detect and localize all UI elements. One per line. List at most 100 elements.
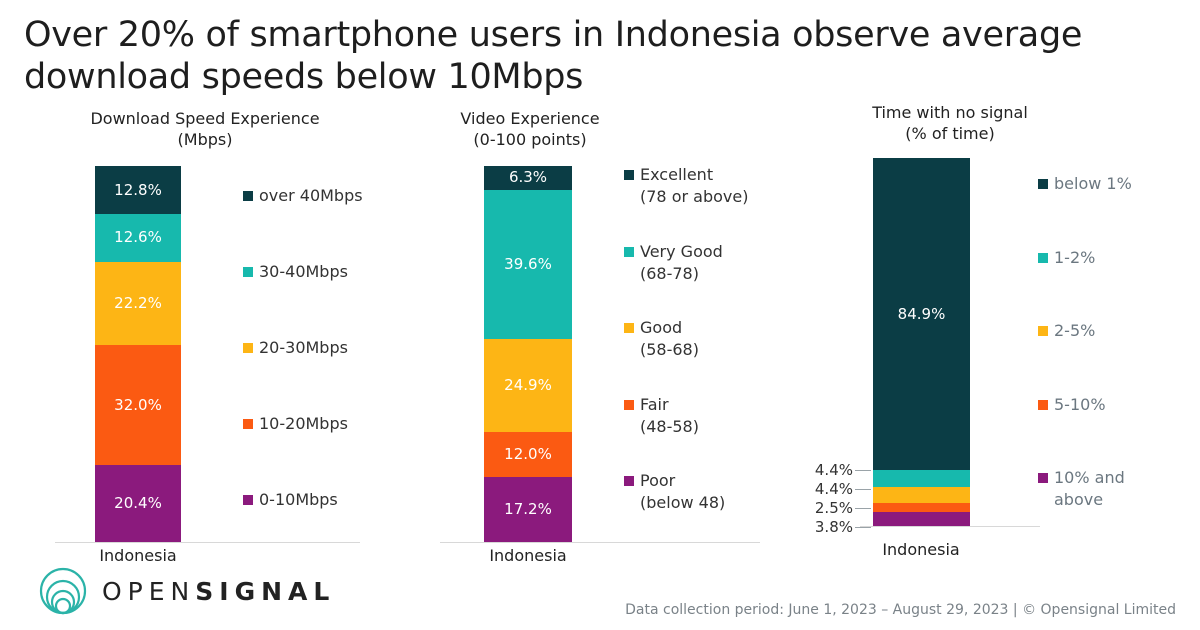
legend-text: Good (58-68) — [640, 317, 699, 361]
legend-text: Very Good (68-78) — [640, 241, 723, 285]
legend-label: 20-30Mbps — [259, 338, 348, 357]
data-label: 3.8% — [814, 517, 853, 536]
legend-label: 1-2% — [1054, 247, 1096, 267]
data-label: 4.4% — [814, 460, 853, 479]
footer-note: Data collection period: June 1, 2023 – A… — [625, 602, 1176, 618]
legend-label: Good — [640, 318, 683, 337]
legend-swatch — [624, 476, 634, 486]
chart-subtitle-line: (% of time) — [905, 124, 995, 143]
logo-signal: SIGNAL — [195, 576, 336, 606]
data-label: 12.8% — [114, 180, 162, 199]
x-tick-label: Indonesia — [99, 546, 177, 565]
legend-text: 10% and above — [1054, 467, 1125, 511]
legend-sublabel: (78 or above) — [640, 187, 749, 206]
title-line-2: download speeds below 10Mbps — [24, 57, 584, 97]
legend-item: 0-10Mbps — [243, 489, 338, 511]
page-title: Over 20% of smartphone users in Indonesi… — [24, 14, 1082, 98]
bar-segment-4: 12.0% — [484, 432, 572, 478]
legend-item: below 1% — [1038, 173, 1132, 195]
legend-label: below 1% — [1054, 174, 1132, 193]
x-axis-line — [55, 542, 360, 543]
bar-segment-3: 22.2% — [95, 261, 181, 345]
legend-swatch — [1038, 326, 1048, 336]
legend-sublabel: above — [1054, 490, 1104, 509]
legend-sublabel: (58-68) — [640, 340, 699, 359]
bar-segment-4: 32.0% — [95, 344, 181, 466]
label-leader-line — [855, 527, 871, 529]
data-label: 22.2% — [114, 293, 162, 312]
legend-text: 0-10Mbps — [259, 489, 338, 511]
data-label: 12.0% — [504, 445, 552, 464]
title-line-1: Over 20% of smartphone users in Indonesi… — [24, 15, 1083, 55]
legend-label: Poor — [640, 471, 676, 490]
chart-title-line: Time with no signal — [872, 103, 1028, 122]
bar-segment-1: 6.3% — [484, 166, 572, 190]
legend-label: Excellent — [640, 165, 714, 184]
legend-text: Fair (48-58) — [640, 394, 699, 438]
legend-swatch — [624, 246, 634, 257]
legend-text: 10-20Mbps — [259, 413, 348, 435]
data-label: 4.4% — [814, 479, 853, 498]
legend-item: Very Good (68-78) — [624, 241, 723, 285]
bar-segment-5 — [873, 512, 970, 526]
legend-sublabel: (48-58) — [640, 416, 699, 436]
bar-segment-5: 20.4% — [95, 465, 181, 542]
legend-label: 10-20Mbps — [259, 414, 348, 433]
legend-label: 2-5% — [1054, 321, 1096, 340]
legend-item: over 40Mbps — [243, 185, 363, 207]
bar-segment-5: 17.2% — [484, 477, 572, 542]
data-label: 32.0% — [114, 395, 162, 414]
data-label: 12.6% — [114, 228, 162, 247]
data-label: 84.9% — [897, 304, 946, 323]
x-axis-line — [440, 542, 760, 543]
legend-item: 20-30Mbps — [243, 337, 348, 359]
legend-item: 1-2% — [1038, 247, 1095, 269]
label-leader-line — [855, 489, 871, 491]
logo-wordmark: OPENSIGNAL — [102, 577, 335, 606]
data-label: 39.6% — [504, 254, 552, 273]
opensignal-logo-icon — [39, 567, 87, 615]
bar-segment-3: 24.9% — [484, 338, 572, 433]
data-label: 20.4% — [114, 494, 162, 513]
legend-item: Excellent (78 or above) — [624, 164, 748, 208]
legend-text: 5-10% — [1054, 394, 1106, 416]
legend-text: Excellent (78 or above) — [640, 164, 748, 208]
legend-label: 5-10% — [1054, 394, 1106, 414]
x-tick-label: Indonesia — [489, 546, 567, 565]
legend-swatch — [1038, 399, 1048, 410]
chart-subtitle-line: (Mbps) — [177, 130, 233, 149]
label-leader-line — [855, 508, 871, 510]
legend-text: 20-30Mbps — [259, 337, 348, 359]
legend-label: Very Good — [640, 241, 723, 261]
x-axis-line — [860, 526, 1040, 527]
data-label: 6.3% — [508, 168, 548, 187]
legend-text: 30-40Mbps — [259, 261, 348, 283]
legend-text: over 40Mbps — [259, 185, 363, 207]
bar-segment-1: 12.8% — [95, 166, 181, 215]
chart-title-line: Video Experience — [460, 109, 600, 128]
legend-sublabel: (68-78) — [640, 263, 699, 283]
legend-swatch — [624, 323, 634, 333]
legend-swatch — [243, 343, 253, 353]
legend-swatch — [1038, 179, 1048, 189]
bar-segment-1: 84.9% — [873, 158, 970, 471]
legend-item: 10-20Mbps — [243, 413, 348, 435]
legend-item: Fair (48-58) — [624, 394, 699, 438]
legend-swatch — [624, 399, 634, 410]
legend-swatch — [1038, 473, 1048, 483]
data-label: 17.2% — [504, 500, 552, 519]
data-label: 2.5% — [814, 498, 853, 517]
chart-title-no-signal: Time with no signal (% of time) — [850, 102, 1050, 144]
bar-segment-2: 12.6% — [95, 214, 181, 262]
legend-item: 10% and above — [1038, 467, 1125, 511]
legend-label: 30-40Mbps — [259, 262, 348, 281]
opensignal-logo: OPENSIGNAL — [38, 566, 335, 616]
legend-sublabel: (below 48) — [640, 493, 726, 512]
data-label: 24.9% — [504, 375, 552, 394]
chart-subtitle-line: (0-100 points) — [473, 130, 587, 149]
legend-label: over 40Mbps — [259, 186, 363, 205]
legend-text: below 1% — [1054, 173, 1132, 195]
legend-text: 1-2% — [1054, 247, 1095, 269]
bar-segment-2: 39.6% — [484, 189, 572, 339]
